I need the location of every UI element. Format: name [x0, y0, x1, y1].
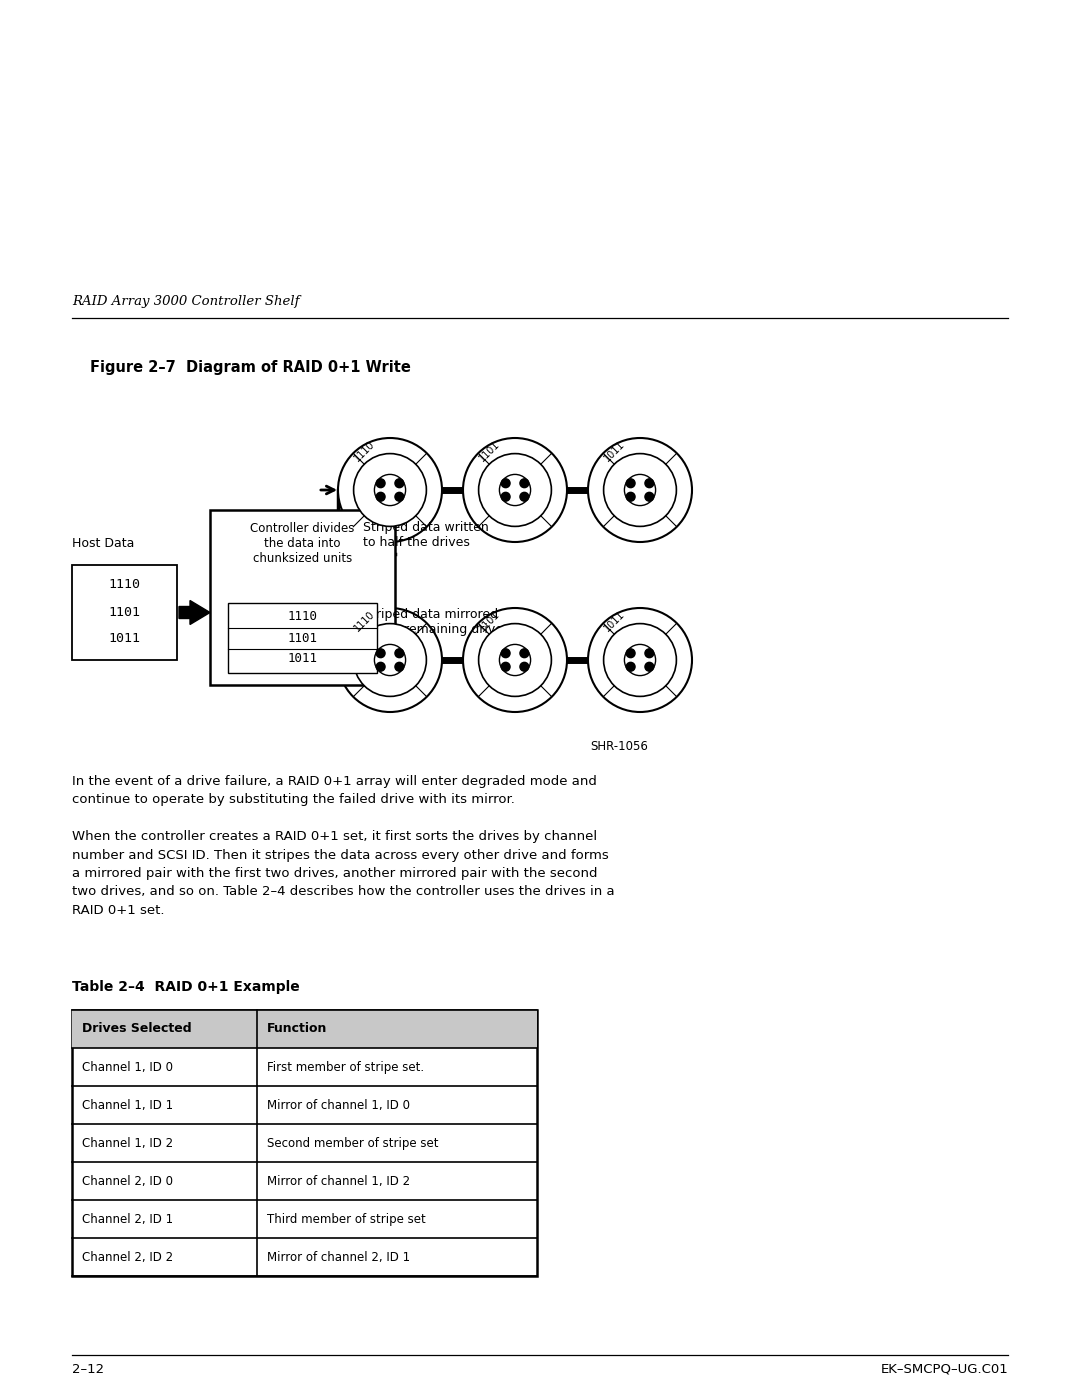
- Circle shape: [375, 475, 406, 506]
- Circle shape: [376, 662, 386, 671]
- Circle shape: [519, 492, 529, 502]
- Circle shape: [499, 475, 530, 506]
- Text: 1101: 1101: [476, 609, 501, 633]
- Polygon shape: [179, 601, 210, 624]
- Circle shape: [395, 492, 404, 502]
- Circle shape: [604, 454, 676, 527]
- Text: 1101: 1101: [108, 605, 140, 619]
- Text: SHR-1056: SHR-1056: [590, 740, 648, 753]
- Circle shape: [338, 439, 442, 542]
- Text: Channel 1, ID 1: Channel 1, ID 1: [82, 1098, 173, 1112]
- Text: 1011: 1011: [287, 652, 318, 665]
- Circle shape: [624, 475, 656, 506]
- Text: 1110: 1110: [352, 439, 376, 464]
- FancyBboxPatch shape: [72, 564, 177, 659]
- Circle shape: [376, 648, 386, 658]
- Circle shape: [626, 662, 635, 671]
- Circle shape: [626, 492, 635, 502]
- Text: Host Data: Host Data: [72, 536, 134, 550]
- Circle shape: [645, 479, 653, 488]
- Text: 1101: 1101: [287, 631, 318, 644]
- Text: Mirror of channel 2, ID 1: Mirror of channel 2, ID 1: [267, 1250, 410, 1263]
- Circle shape: [499, 644, 530, 676]
- Text: Mirror of channel 1, ID 0: Mirror of channel 1, ID 0: [267, 1098, 410, 1112]
- Text: 1011: 1011: [602, 439, 626, 464]
- Text: 1110: 1110: [352, 609, 376, 633]
- Text: First member of stripe set.: First member of stripe set.: [267, 1060, 424, 1073]
- FancyBboxPatch shape: [72, 1010, 537, 1275]
- Circle shape: [395, 479, 404, 488]
- Circle shape: [519, 479, 529, 488]
- Text: Drives Selected: Drives Selected: [82, 1023, 191, 1035]
- Text: Table 2–4  RAID 0+1 Example: Table 2–4 RAID 0+1 Example: [72, 981, 300, 995]
- Circle shape: [463, 439, 567, 542]
- Text: Channel 1, ID 0: Channel 1, ID 0: [82, 1060, 173, 1073]
- Text: 1110: 1110: [108, 578, 140, 591]
- Circle shape: [376, 479, 386, 488]
- FancyBboxPatch shape: [72, 1010, 537, 1048]
- Circle shape: [588, 608, 692, 712]
- Text: Striped data mirrored
to the remaining drives: Striped data mirrored to the remaining d…: [363, 608, 510, 636]
- Circle shape: [353, 454, 427, 527]
- Text: Striped data written
to half the drives: Striped data written to half the drives: [363, 521, 489, 549]
- Circle shape: [375, 644, 406, 676]
- Circle shape: [501, 662, 510, 671]
- Circle shape: [645, 662, 653, 671]
- Circle shape: [645, 648, 653, 658]
- Text: 1110: 1110: [287, 610, 318, 623]
- Text: 1101: 1101: [476, 439, 501, 464]
- Text: 1011: 1011: [602, 609, 626, 633]
- Circle shape: [624, 644, 656, 676]
- Circle shape: [519, 662, 529, 671]
- Text: When the controller creates a RAID 0+1 set, it first sorts the drives by channel: When the controller creates a RAID 0+1 s…: [72, 830, 615, 916]
- Circle shape: [353, 623, 427, 696]
- Text: Controller divides
the data into
chunksized units: Controller divides the data into chunksi…: [251, 522, 354, 564]
- Text: RAID Array 3000 Controller Shelf: RAID Array 3000 Controller Shelf: [72, 295, 299, 307]
- Circle shape: [626, 479, 635, 488]
- Text: 1011: 1011: [108, 633, 140, 645]
- Circle shape: [501, 492, 510, 502]
- Circle shape: [376, 492, 386, 502]
- Text: Channel 2, ID 0: Channel 2, ID 0: [82, 1175, 173, 1187]
- Circle shape: [626, 648, 635, 658]
- Circle shape: [463, 608, 567, 712]
- Circle shape: [478, 623, 552, 696]
- Circle shape: [519, 648, 529, 658]
- Text: EK–SMCPQ–UG.C01: EK–SMCPQ–UG.C01: [880, 1363, 1008, 1376]
- Text: Channel 2, ID 2: Channel 2, ID 2: [82, 1250, 173, 1263]
- Circle shape: [501, 648, 510, 658]
- Text: Channel 2, ID 1: Channel 2, ID 1: [82, 1213, 173, 1225]
- Circle shape: [395, 648, 404, 658]
- Text: Third member of stripe set: Third member of stripe set: [267, 1213, 426, 1225]
- Text: In the event of a drive failure, a RAID 0+1 array will enter degraded mode and
c: In the event of a drive failure, a RAID …: [72, 775, 597, 806]
- Circle shape: [501, 479, 510, 488]
- Circle shape: [588, 439, 692, 542]
- Text: Second member of stripe set: Second member of stripe set: [267, 1137, 438, 1150]
- FancyBboxPatch shape: [228, 604, 377, 673]
- Text: Channel 1, ID 2: Channel 1, ID 2: [82, 1137, 173, 1150]
- Text: Mirror of channel 1, ID 2: Mirror of channel 1, ID 2: [267, 1175, 410, 1187]
- Text: 2–12: 2–12: [72, 1363, 104, 1376]
- FancyBboxPatch shape: [210, 510, 395, 685]
- Circle shape: [478, 454, 552, 527]
- Text: Figure 2–7  Diagram of RAID 0+1 Write: Figure 2–7 Diagram of RAID 0+1 Write: [90, 360, 410, 374]
- Circle shape: [395, 662, 404, 671]
- Circle shape: [645, 492, 653, 502]
- Text: Function: Function: [267, 1023, 327, 1035]
- Circle shape: [604, 623, 676, 696]
- Circle shape: [338, 608, 442, 712]
